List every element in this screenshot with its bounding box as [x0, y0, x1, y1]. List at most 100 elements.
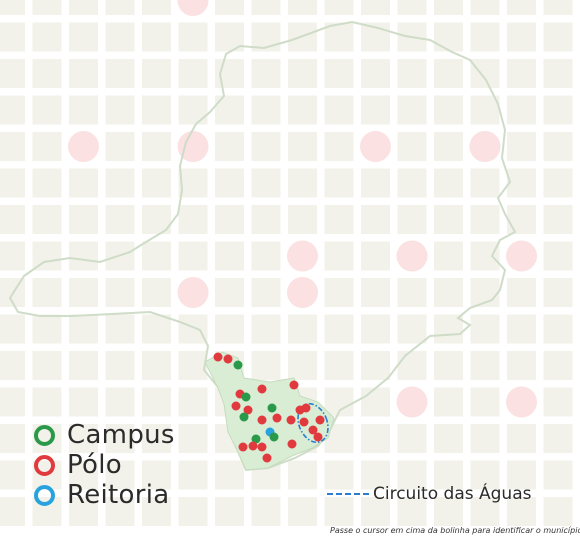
background-tile	[324, 59, 354, 88]
background-tile	[178, 424, 208, 453]
background-tile	[434, 132, 463, 161]
accent-circle-tile	[68, 131, 99, 162]
polo-marker[interactable]	[315, 415, 325, 425]
polo-marker[interactable]	[262, 453, 272, 463]
background-tile	[397, 168, 427, 198]
background-tile	[434, 314, 463, 344]
background-tile	[0, 497, 25, 526]
background-tile	[32, 278, 62, 307]
polo-marker[interactable]	[289, 380, 299, 390]
background-tile	[507, 351, 536, 380]
background-tile	[470, 59, 500, 88]
polo-marker[interactable]	[238, 442, 248, 452]
campus-marker[interactable]	[239, 412, 249, 422]
route-legend-label: Circuito das Águas	[373, 484, 532, 504]
background-tile	[251, 278, 281, 307]
background-tile	[69, 351, 98, 380]
background-tile	[324, 22, 354, 52]
background-tile	[543, 95, 573, 125]
background-tile	[178, 205, 208, 234]
background-tile	[543, 497, 573, 526]
background-tile	[397, 59, 427, 88]
background-tile	[434, 95, 463, 125]
background-tile	[0, 351, 25, 380]
background-tile	[361, 168, 390, 198]
accent-circle-tile	[360, 131, 391, 162]
campus-marker[interactable]	[251, 434, 261, 444]
background-tile	[178, 387, 208, 417]
background-tile	[324, 497, 354, 526]
campus-marker[interactable]	[269, 432, 279, 442]
background-tile	[0, 460, 25, 490]
background-tile	[470, 205, 500, 234]
circuito-das-aguas-route	[297, 402, 329, 444]
polo-marker[interactable]	[301, 403, 311, 413]
polo-marker[interactable]	[248, 441, 258, 451]
campus-marker[interactable]	[267, 403, 277, 413]
background-tile	[178, 22, 208, 52]
background-tile	[288, 351, 317, 380]
polo-marker[interactable]	[231, 401, 241, 411]
accent-circle-tile	[396, 240, 428, 272]
accent-circle-tile	[287, 240, 318, 272]
polo-marker[interactable]	[257, 384, 267, 394]
background-tile	[215, 314, 244, 344]
polo-marker[interactable]	[223, 354, 233, 364]
background-tile	[215, 132, 244, 161]
background-tile	[32, 59, 62, 88]
background-tile	[142, 59, 171, 88]
background-tile	[178, 351, 208, 380]
dash-dot-line-icon	[327, 493, 369, 495]
background-tile	[178, 59, 208, 88]
background-tile	[543, 241, 573, 271]
background-tile	[361, 460, 390, 490]
background-tile	[142, 351, 171, 380]
background-tile	[507, 95, 536, 125]
background-tile	[434, 0, 463, 15]
background-tile	[434, 497, 463, 526]
polo-marker[interactable]	[257, 415, 267, 425]
polo-marker[interactable]	[243, 405, 253, 415]
background-tile	[543, 278, 573, 307]
polo-marker[interactable]	[257, 442, 267, 452]
background-tile	[397, 205, 427, 234]
polo-marker[interactable]	[286, 415, 296, 425]
background-tile	[69, 0, 98, 15]
background-tile	[507, 22, 536, 52]
background-tile	[142, 278, 171, 307]
background-tile	[507, 278, 536, 307]
background-tile	[105, 351, 135, 380]
background-tile	[105, 314, 135, 344]
background-tile	[361, 497, 390, 526]
background-tile	[105, 132, 135, 161]
campus-marker[interactable]	[233, 360, 243, 370]
background-tile	[324, 132, 354, 161]
polo-marker[interactable]	[299, 417, 309, 427]
polo-ring-icon	[34, 454, 55, 476]
background-tile	[0, 168, 25, 198]
background-tile	[507, 497, 536, 526]
background-tile	[507, 132, 536, 161]
background-tile	[32, 95, 62, 125]
polo-marker[interactable]	[313, 432, 323, 442]
background-tile	[178, 168, 208, 198]
background-tile	[142, 424, 171, 453]
background-tile	[142, 95, 171, 125]
legend-label-polo: Pólo	[67, 450, 122, 480]
background-tile	[69, 278, 98, 307]
background-tile	[215, 460, 244, 490]
background-tile	[178, 460, 208, 490]
polo-marker[interactable]	[213, 352, 223, 362]
background-tile	[434, 351, 463, 380]
polo-marker[interactable]	[308, 425, 318, 435]
polo-marker[interactable]	[272, 413, 282, 423]
campus-marker[interactable]	[241, 392, 251, 402]
background-tile	[69, 22, 98, 52]
background-tile	[543, 387, 573, 417]
polo-marker[interactable]	[287, 439, 297, 449]
background-tile	[543, 59, 573, 88]
background-tile	[178, 314, 208, 344]
background-tile	[105, 22, 135, 52]
